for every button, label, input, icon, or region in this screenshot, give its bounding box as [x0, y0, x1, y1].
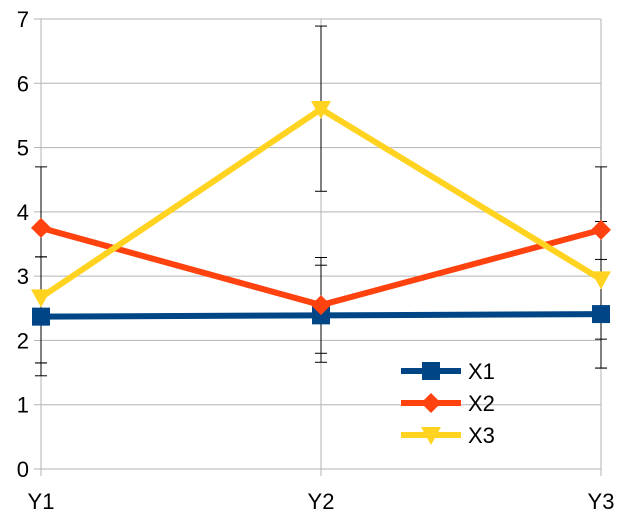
data-point-x2 — [31, 217, 51, 238]
data-point-x1 — [592, 305, 610, 324]
y-tick-label: 1 — [17, 393, 29, 418]
y-tick-label: 7 — [17, 7, 29, 32]
y-tick-label: 5 — [17, 136, 29, 161]
legend: X1 X2 X3 — [401, 359, 495, 448]
y-tick-label: 6 — [17, 71, 29, 96]
legend-marker-x3 — [421, 427, 441, 445]
data-point-x2 — [591, 219, 611, 240]
data-point-x3 — [591, 271, 611, 290]
data-point-x2 — [311, 295, 331, 316]
x-tick-label: Y2 — [308, 489, 335, 514]
y-tick-label: 0 — [17, 457, 29, 482]
data-point-x3 — [311, 101, 331, 119]
x-axis-tick-labels: Y1 Y2 Y3 — [28, 489, 615, 514]
x-tick-label: Y1 — [28, 489, 55, 514]
legend-label-x3: X3 — [468, 423, 495, 448]
y-tick-label: 4 — [17, 200, 29, 225]
series-lines — [31, 101, 611, 326]
legend-marker-x2 — [421, 393, 441, 413]
y-tick-label: 3 — [17, 264, 29, 289]
y-axis-tick-labels: 0 1 2 3 4 5 6 7 — [17, 7, 29, 482]
data-point-x3 — [31, 289, 51, 308]
data-point-x1 — [32, 307, 50, 326]
legend-label-x2: X2 — [468, 391, 495, 416]
y-tick-label: 2 — [17, 328, 29, 353]
data-point-x1 — [312, 306, 330, 325]
x-tick-label: Y3 — [588, 489, 615, 514]
legend-marker-x1 — [422, 362, 440, 380]
legend-label-x1: X1 — [468, 359, 495, 384]
